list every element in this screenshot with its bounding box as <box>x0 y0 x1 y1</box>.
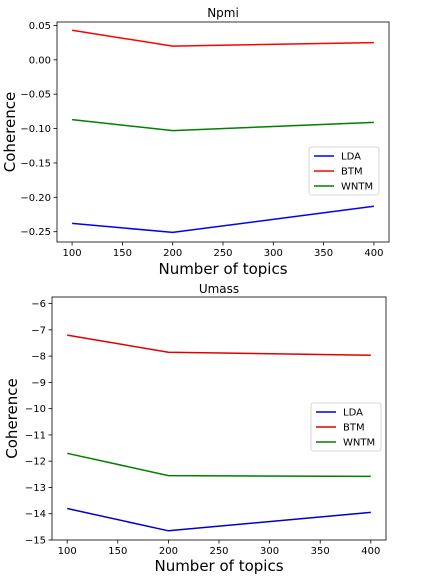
series-line-btm <box>71 29 374 47</box>
x-axis-label: Number of topics <box>158 260 287 278</box>
y-tick-label: −0.15 <box>20 158 51 169</box>
y-tick-label: −0.25 <box>20 227 51 238</box>
x-tick-label: 200 <box>159 546 178 557</box>
y-tick-label: −14 <box>25 509 46 520</box>
y-axis-label: Coherence <box>1 92 19 172</box>
y-tick-label: −13 <box>25 483 46 494</box>
x-tick-label: 100 <box>58 546 77 557</box>
chart-npmi: Npmi 100 150 200 250 300 350 400 0.05 0.00 −0.05 −0… <box>1 6 390 278</box>
y-tick-label: −9 <box>31 378 46 389</box>
legend-box <box>310 402 382 452</box>
y-tick-label: −10 <box>25 404 46 415</box>
y-tick-label: −6 <box>31 299 46 310</box>
plot-frame <box>56 21 390 243</box>
x-tick-label: 300 <box>260 546 279 557</box>
legend: LDA BTM WNTM <box>310 402 382 452</box>
x-tick-label: 350 <box>311 546 330 557</box>
legend-label-btm: BTM <box>341 167 363 178</box>
series-line-lda <box>67 507 371 532</box>
chart-umass: Umass 100 150 200 250 300 350 400 −6 −7 −8 −9 −10 −11… <box>3 282 387 575</box>
series-line-lda <box>72 205 374 234</box>
y-axis-label: Coherence <box>3 378 21 458</box>
x-tick-label: 150 <box>108 546 127 557</box>
x-tick-label: 200 <box>163 248 182 259</box>
y-tick-label: −0.20 <box>20 193 51 204</box>
x-tick-label: 400 <box>361 546 380 557</box>
series-line-btm <box>67 334 371 357</box>
x-tick-label: 150 <box>113 248 132 259</box>
legend-box <box>308 146 380 196</box>
series-line-wntm <box>67 452 371 478</box>
y-tick-label: −8 <box>31 352 46 363</box>
legend-label-lda: LDA <box>343 408 363 419</box>
y-tick-label: −15 <box>25 536 46 547</box>
legend-label-wntm: WNTM <box>343 438 375 449</box>
x-tick-label: 400 <box>364 248 383 259</box>
legend: LDA BTM WNTM <box>308 146 380 196</box>
x-axis-label: Number of topics <box>154 557 283 575</box>
legend-label-wntm: WNTM <box>341 182 373 193</box>
y-tick-label: 0.05 <box>29 21 51 32</box>
x-tick-label: 300 <box>264 248 283 259</box>
x-tick-label: 350 <box>314 248 333 259</box>
x-tick-label: 250 <box>213 248 232 259</box>
y-tick-label: −12 <box>25 457 46 468</box>
legend-label-btm: BTM <box>343 423 365 434</box>
series-line-wntm <box>72 118 374 132</box>
y-tick-label: −0.05 <box>20 90 51 101</box>
x-tick-label: 250 <box>209 546 228 557</box>
x-tick-label: 100 <box>63 248 82 259</box>
y-tick-label: 0.00 <box>29 55 51 66</box>
chart-title: Npmi <box>207 6 239 20</box>
chart-title: Umass <box>199 282 239 296</box>
legend-label-lda: LDA <box>341 152 361 163</box>
y-tick-label: −7 <box>31 325 46 336</box>
y-tick-label: −0.10 <box>20 124 51 135</box>
y-tick-label: −11 <box>25 430 46 441</box>
